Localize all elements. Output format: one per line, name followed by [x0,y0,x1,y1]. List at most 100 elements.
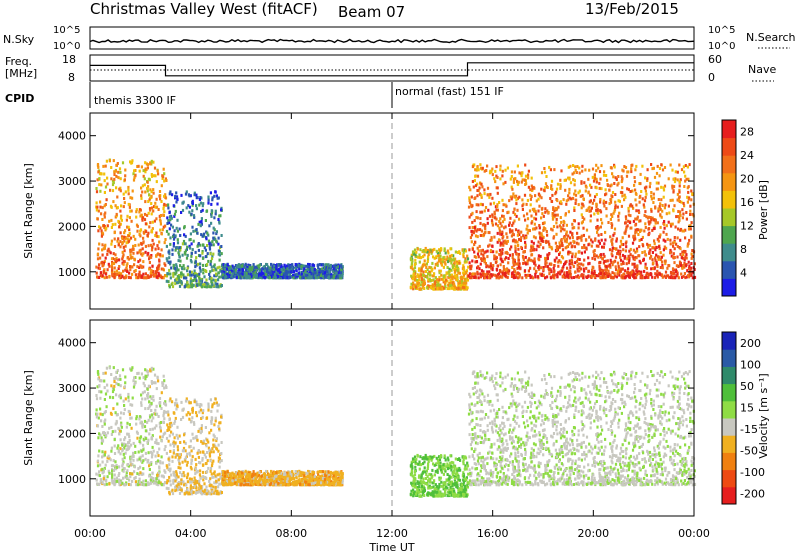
power-cell [542,266,545,269]
power-cell [337,273,340,276]
power-cell [158,258,161,262]
power-cell [183,226,186,230]
power-cell [167,206,170,210]
power-cell [423,282,426,286]
power-cell [643,213,646,217]
power-cell [496,203,499,207]
power-cell [131,255,134,259]
power-cell [481,272,485,276]
power-cell [524,245,527,249]
power-cell [295,263,299,267]
power-cell [681,216,684,220]
power-cell [491,213,494,217]
power-cell [566,275,569,279]
power-cell [240,271,243,275]
power-cell [486,186,490,190]
velocity-cell [140,420,143,424]
power-cell [433,282,437,285]
velocity-cell [110,449,113,453]
power-cell [105,275,108,279]
power-cell [567,250,570,254]
power-cell [536,275,540,279]
power-cell [627,188,630,192]
power-cell [569,274,572,278]
power-cell [168,192,171,196]
power-cell [528,229,531,233]
power-cell [652,201,655,204]
velocity-cell [148,432,151,436]
power-cell [214,278,217,282]
power-cell [246,266,249,269]
power-cell [127,225,130,229]
power-cell [232,266,236,270]
power-cell [204,255,207,259]
power-cell [539,194,542,198]
power-cell [529,266,532,270]
power-cell [155,197,158,201]
power-cell [683,263,686,267]
power-cell [182,239,186,243]
power-cell [551,216,555,220]
power-cell [599,253,603,257]
power-cell [157,271,160,275]
power-cell [174,266,177,270]
velocity-cell [97,377,100,381]
power-cell [689,227,692,231]
power-cell [480,249,483,253]
power-cell [651,216,654,220]
power-cell [415,285,418,289]
freq-label-line2: [MHz] [5,67,37,80]
power-cell [600,238,603,242]
power-cell [541,237,544,241]
power-cell [568,177,571,181]
power-cell [499,217,502,221]
power-cell [610,213,613,217]
power-cell [532,245,535,249]
power-cell [138,270,141,274]
power-cell [655,260,658,264]
power-cell [207,239,210,243]
power-cell [612,260,615,264]
power-cell [538,258,541,262]
power-cell [436,278,439,282]
velocity-cell [96,424,99,428]
power-cell [621,253,625,257]
power-cell [553,213,556,217]
power-cell [597,226,600,230]
power-cell [663,245,666,249]
power-cell [208,245,211,249]
power-cell [556,275,559,279]
power-cell [680,200,683,204]
power-cell [179,273,182,277]
power-cell [634,250,637,254]
power-cell [143,276,146,280]
power-cell [217,236,220,240]
power-cell [622,169,625,173]
power-cell [450,280,453,284]
power-cell [659,272,662,276]
power-cell [192,279,195,282]
power-cell [155,217,158,221]
power-cell [491,196,494,200]
power-cell [539,254,542,258]
y-tick-label: 4000 [58,130,86,143]
power-cell [150,159,153,163]
power-cell [172,242,175,246]
power-cell [108,159,111,163]
power-cell [136,224,139,228]
power-cell [414,275,417,279]
power-cell [512,210,515,214]
power-cell [581,202,584,206]
power-cell [654,258,657,262]
power-cell [150,274,153,278]
power-cell [608,248,612,252]
power-cell [574,168,577,172]
power-cell [514,177,517,181]
power-cell [120,218,123,222]
power-cell [238,264,241,268]
power-cell [671,184,674,188]
power-cell [305,276,308,280]
power-cell [434,276,437,280]
power-cell [494,257,497,261]
power-cell [196,283,199,287]
